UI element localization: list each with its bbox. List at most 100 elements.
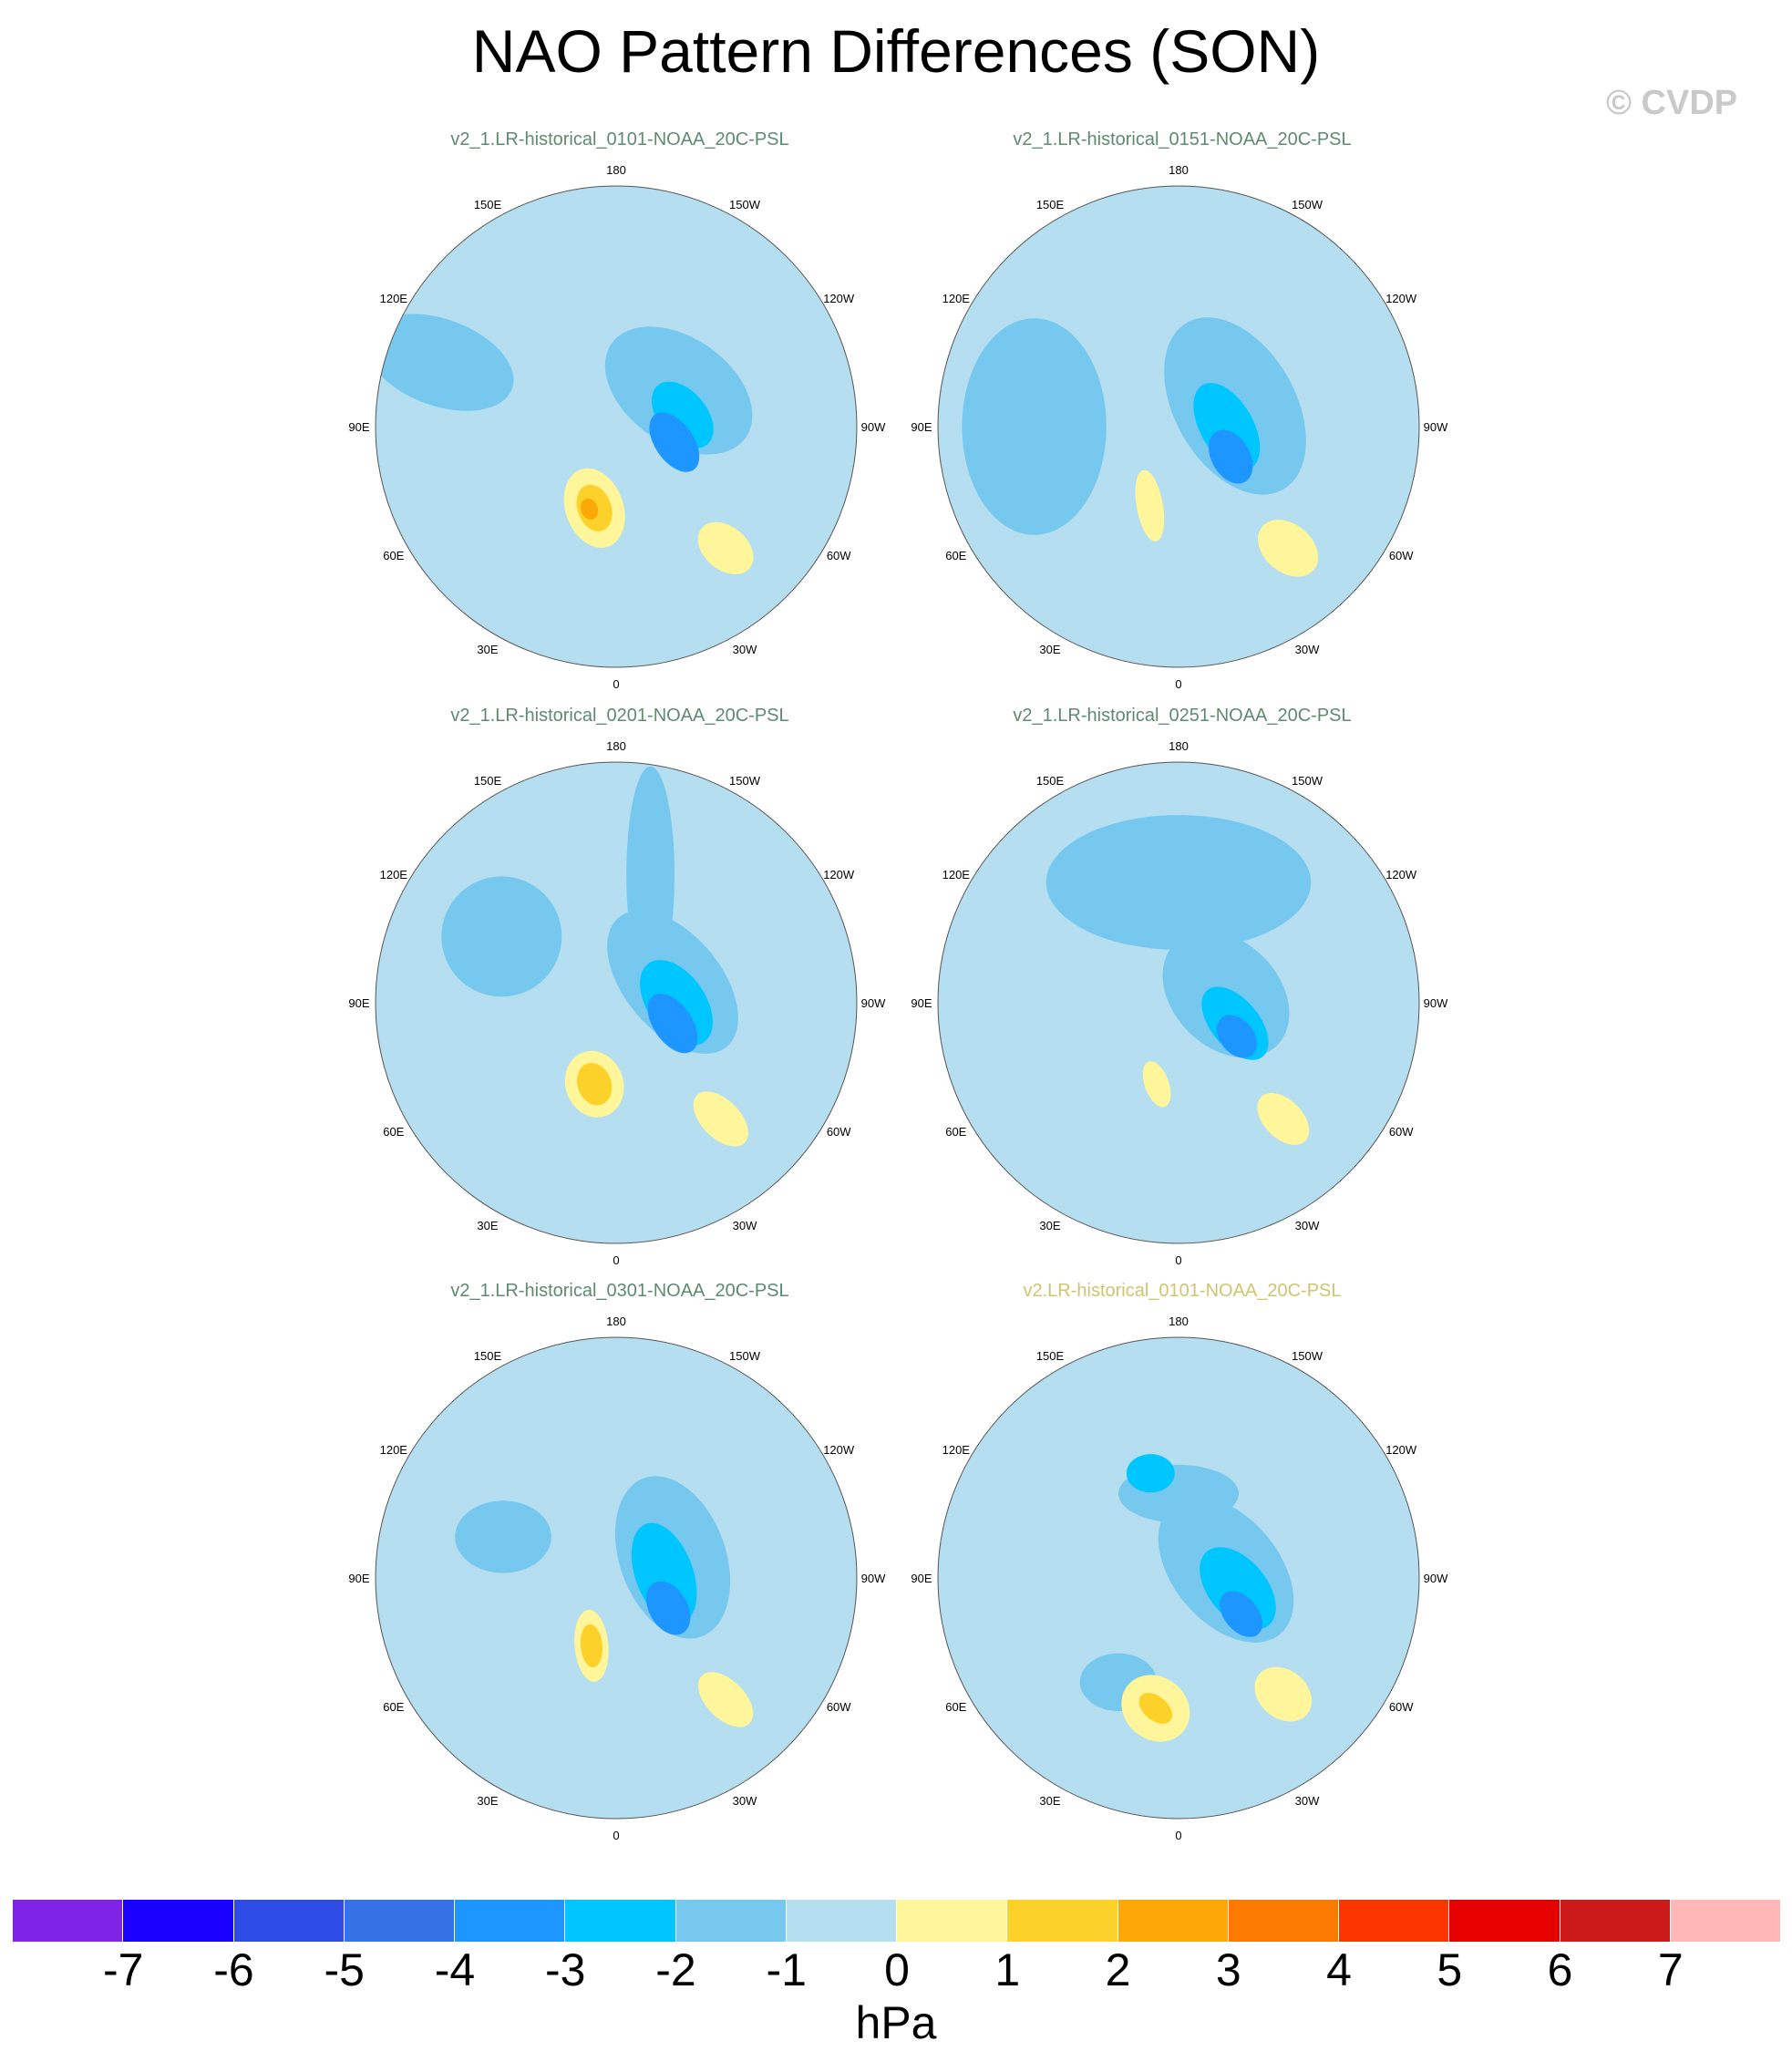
longitude-label: 120W (823, 1443, 855, 1457)
anomaly-region (1254, 1666, 1313, 1722)
longitude-label: 30E (477, 1794, 498, 1808)
anomaly-region (576, 1063, 613, 1106)
anomaly-region (1135, 469, 1165, 541)
colorbar-box (1670, 1900, 1781, 1942)
map-panel: v2_1.LR-historical_0301-NOAA_20C-PSL 180 1… (337, 1281, 902, 1842)
longitude-label: 30E (1039, 1794, 1060, 1808)
anomaly-region (962, 318, 1107, 535)
longitude-label: 150E (474, 774, 502, 788)
colorbar-box (565, 1900, 676, 1942)
panel-title: v2.LR-historical_0101-NOAA_20C-PSL (1023, 1281, 1342, 1301)
longitude-label: 180 (1169, 163, 1189, 177)
longitude-label: 120E (380, 292, 408, 305)
colorbar-tick-label: 0 (884, 1944, 910, 1995)
polar-map: 180 150E 120E 90E 60E 30E 0 30W 60W 90W 120W 150W (911, 739, 1448, 1267)
longitude-label: 150W (729, 774, 761, 788)
longitude-label: 150E (1036, 198, 1065, 211)
longitude-label: 180 (606, 739, 626, 753)
colorbar-tick-label: -4 (434, 1944, 476, 1995)
anomaly-region (1220, 1591, 1263, 1637)
longitude-label: 150E (474, 198, 502, 211)
anomaly-region (649, 412, 700, 472)
longitude-label: 0 (613, 1253, 619, 1267)
longitude-label: 180 (606, 163, 626, 177)
longitude-label: 90W (861, 1572, 886, 1585)
anomaly-region (1045, 815, 1312, 950)
longitude-label: 150W (729, 1349, 761, 1363)
longitude-label: 90W (861, 996, 886, 1010)
longitude-label: 60W (1389, 549, 1414, 562)
longitude-label: 30E (1039, 1219, 1060, 1232)
colorbar-box (123, 1900, 234, 1942)
colorbar-box (1449, 1900, 1560, 1942)
longitude-label: 150E (1036, 1349, 1065, 1363)
map-boundary (375, 1336, 858, 1820)
colorbar (13, 1900, 1781, 1942)
anomaly-region (1258, 520, 1319, 577)
colorbar-box (344, 1900, 455, 1942)
anomaly-region (441, 876, 562, 997)
colorbar-box (1339, 1900, 1450, 1942)
colorbar-box (786, 1900, 897, 1942)
longitude-label: 120W (823, 292, 855, 305)
longitude-label: 60W (827, 1700, 851, 1714)
longitude-label: 120E (942, 1443, 971, 1457)
longitude-label: 150W (1292, 1349, 1323, 1363)
colorbar-tick-label: 1 (994, 1944, 1021, 1995)
map-panel: v2_1.LR-historical_0201-NOAA_20C-PSL 180 1… (337, 706, 902, 1267)
panel-title: v2_1.LR-historical_0251-NOAA_20C-PSL (1013, 706, 1352, 726)
colorbar-tick-label: -7 (103, 1944, 144, 1995)
polar-map: 180 150E 120E 90E 60E 30E 0 30W 60W 90W 120W 150W (348, 1315, 886, 1842)
colorbar-box (1560, 1900, 1671, 1942)
longitude-label: 30W (733, 1219, 757, 1232)
longitude-label: 60E (383, 549, 404, 562)
longitude-label: 90E (348, 420, 369, 434)
polar-map: 180 150E 120E 90E 60E 30E 0 30W 60W 90W 120W 150W (348, 739, 886, 1267)
anomaly-region (376, 314, 514, 411)
panel-title: v2_1.LR-historical_0151-NOAA_20C-PSL (1013, 129, 1352, 149)
colorbar-box (1007, 1900, 1118, 1942)
colorbar-box (675, 1900, 787, 1942)
colorbar-box (233, 1900, 345, 1942)
panel-title: v2_1.LR-historical_0201-NOAA_20C-PSL (450, 706, 789, 726)
longitude-label: 150E (1036, 774, 1065, 788)
figure-title: NAO Pattern Differences (SON) (471, 17, 1321, 85)
longitude-label: 60W (827, 549, 851, 562)
colorbar-tick-label: 7 (1657, 1944, 1684, 1995)
longitude-label: 60E (383, 1125, 404, 1139)
longitude-label: 90E (348, 1572, 369, 1585)
colorbar-tick-label: 2 (1105, 1944, 1131, 1995)
anomaly-region (581, 498, 599, 521)
anomaly-region (580, 1624, 602, 1668)
colorbar-tick-label: -6 (213, 1944, 254, 1995)
longitude-label: 120E (942, 292, 971, 305)
longitude-label: 90E (348, 996, 369, 1010)
longitude-label: 120W (1385, 1443, 1417, 1457)
colorbar-tick-label: 5 (1437, 1944, 1463, 1995)
longitude-label: 60E (383, 1700, 404, 1714)
longitude-label: 30W (1295, 1219, 1320, 1232)
longitude-label: 0 (613, 1829, 619, 1842)
longitude-label: 150E (474, 1349, 502, 1363)
longitude-label: 90W (861, 420, 886, 434)
longitude-label: 30W (1295, 1794, 1320, 1808)
anomaly-region (697, 521, 754, 575)
colorbar-box (1117, 1900, 1229, 1942)
longitude-label: 30W (733, 643, 757, 656)
longitude-label: 60E (945, 1700, 966, 1714)
longitude-label: 120W (1385, 292, 1417, 305)
longitude-label: 30W (733, 1794, 757, 1808)
longitude-label: 120W (823, 868, 855, 882)
panel-title: v2_1.LR-historical_0301-NOAA_20C-PSL (450, 1281, 789, 1301)
anomaly-region (455, 1500, 551, 1573)
map-boundary (937, 761, 1420, 1244)
longitude-label: 30W (1295, 643, 1320, 656)
longitude-label: 180 (1169, 1315, 1189, 1328)
longitude-label: 60E (945, 549, 966, 562)
colorbar-tick-label: -2 (655, 1944, 696, 1995)
longitude-label: 120W (1385, 868, 1417, 882)
map-panel: v2_1.LR-historical_0151-NOAA_20C-PSL 180 1… (900, 129, 1465, 691)
longitude-label: 60W (1389, 1125, 1414, 1139)
longitude-label: 150W (1292, 774, 1323, 788)
anomaly-region (1257, 1093, 1310, 1145)
